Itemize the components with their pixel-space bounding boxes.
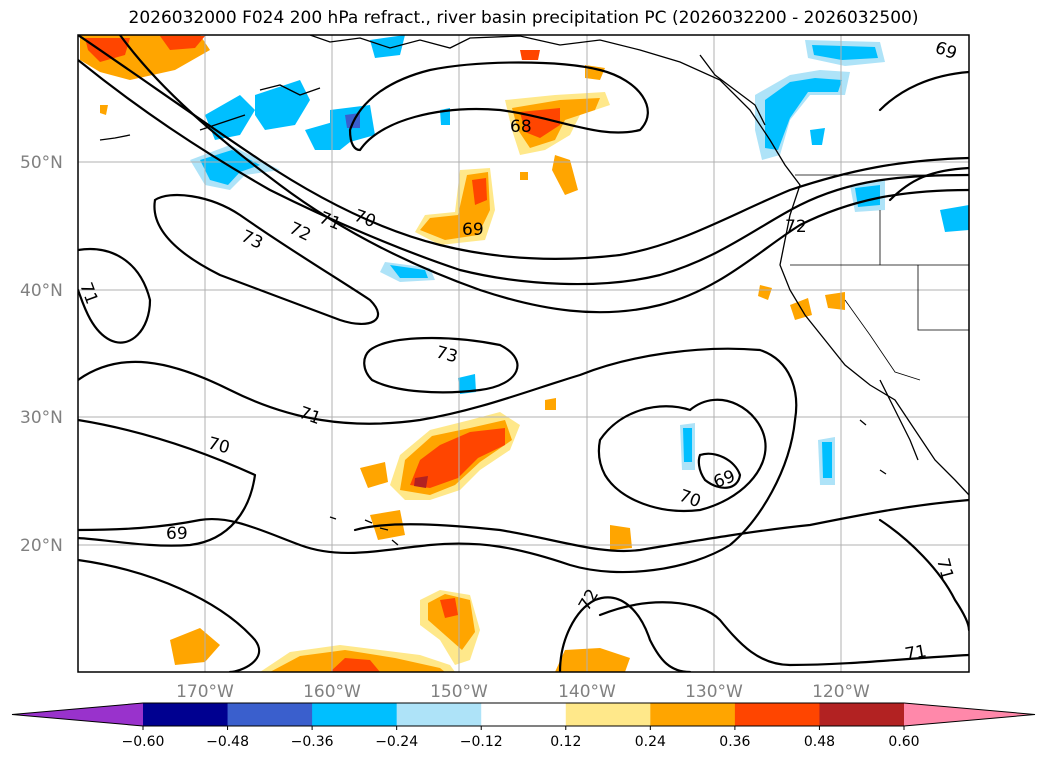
map-layers bbox=[78, 35, 969, 672]
colorbar-segment bbox=[565, 703, 651, 726]
lat-label: 30°N bbox=[20, 408, 63, 428]
lon-label: 160°W bbox=[303, 682, 361, 702]
map-title: 2026032000 F024 200 hPa refract., river … bbox=[128, 8, 919, 28]
colorbar-tick-label: 0.12 bbox=[550, 734, 581, 750]
colorbar-extend-high bbox=[904, 703, 1035, 726]
contour-label: 69 bbox=[166, 524, 188, 544]
colorbar-tick-label: 0.24 bbox=[635, 734, 666, 750]
colorbar-tick-label: −0.12 bbox=[460, 734, 503, 750]
lon-label: 140°W bbox=[558, 682, 616, 702]
colorbar-segment bbox=[734, 703, 820, 726]
colorbar-tick-label: −0.36 bbox=[291, 734, 334, 750]
colorbar-tick-label: −0.60 bbox=[122, 734, 165, 750]
colorbar-segment bbox=[396, 703, 482, 726]
colorbar-segment bbox=[819, 703, 905, 726]
map-frame bbox=[77, 34, 970, 673]
lat-label: 40°N bbox=[20, 281, 63, 301]
colorbar-segment bbox=[481, 703, 567, 726]
contour-label: 68 bbox=[510, 117, 532, 137]
refractivity-contours bbox=[78, 35, 969, 672]
colorbar-segment bbox=[143, 703, 229, 726]
lon-label: 130°W bbox=[685, 682, 743, 702]
colorbar-segment bbox=[312, 703, 398, 726]
political-borders bbox=[790, 174, 969, 381]
lon-label: 170°W bbox=[176, 682, 234, 702]
contour-label: 71 bbox=[903, 641, 928, 664]
contour-label: 72 bbox=[785, 217, 807, 237]
colorbar-extend-low bbox=[12, 703, 143, 726]
colorbar-segment bbox=[650, 703, 736, 726]
lon-label: 120°W bbox=[812, 682, 870, 702]
colorbar-tick-label: 0.60 bbox=[888, 734, 919, 750]
lon-label: 150°W bbox=[430, 682, 488, 702]
latitude-labels: 50°N 40°N 30°N 20°N bbox=[20, 153, 63, 556]
coastlines bbox=[99, 35, 969, 546]
contour-label: 69 bbox=[462, 220, 484, 240]
colorbar: −0.60 −0.48 −0.36 −0.24 −0.12 0.12 0.24 0.36 0.4… bbox=[11, 702, 1036, 750]
colorbar-tick-label: 0.48 bbox=[804, 734, 835, 750]
colorbar-tick-label: 0.36 bbox=[719, 734, 750, 750]
lat-label: 20°N bbox=[20, 536, 63, 556]
lat-label: 50°N bbox=[20, 153, 63, 173]
graticule bbox=[78, 35, 969, 672]
colorbar-segment bbox=[227, 703, 313, 726]
colorbar-tick-label: −0.24 bbox=[375, 734, 418, 750]
longitude-labels: 170°W 160°W 150°W 140°W 130°W 120°W bbox=[176, 682, 870, 702]
colorbar-tick-label: −0.48 bbox=[206, 734, 249, 750]
